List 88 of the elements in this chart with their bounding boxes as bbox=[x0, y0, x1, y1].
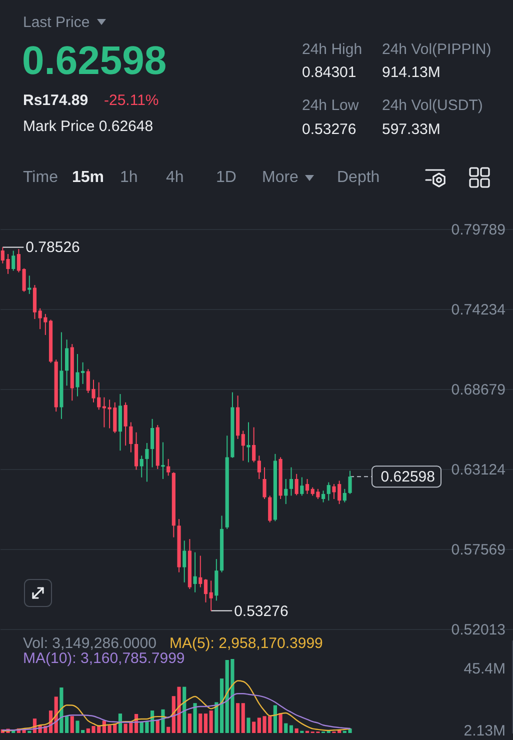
text: -25.11% bbox=[104, 92, 159, 109]
candlestick bbox=[12, 250, 16, 272]
text: 1D bbox=[216, 169, 236, 186]
annotation: 0.53276 bbox=[234, 602, 288, 620]
bar bbox=[278, 713, 282, 733]
text: 15m bbox=[72, 169, 104, 186]
bar bbox=[193, 703, 197, 733]
bar bbox=[289, 725, 294, 733]
text: More bbox=[262, 169, 298, 186]
annotation: Vol: 3,149,286.0000 bbox=[23, 635, 156, 652]
y-tick-label: 0.68679 bbox=[451, 381, 506, 398]
bar bbox=[204, 714, 208, 733]
bar bbox=[182, 686, 186, 733]
bar bbox=[214, 702, 218, 733]
candlestick bbox=[241, 430, 245, 462]
candlestick bbox=[64, 339, 69, 386]
candlestick bbox=[305, 478, 310, 494]
bar bbox=[198, 714, 202, 733]
line-series bbox=[2, 680, 351, 732]
text: 24h Vol(USDT) bbox=[382, 96, 483, 114]
text: Time bbox=[23, 169, 58, 186]
bar bbox=[284, 723, 288, 733]
text: 24h Vol(PIPPIN) bbox=[382, 40, 492, 58]
candlestick bbox=[321, 490, 326, 503]
text: 24h High bbox=[302, 40, 362, 58]
bar bbox=[70, 716, 74, 733]
bar bbox=[236, 703, 240, 733]
bar bbox=[246, 718, 250, 733]
candlestick bbox=[166, 458, 170, 476]
bar bbox=[209, 710, 213, 733]
candlestick bbox=[182, 540, 186, 583]
text: 914.13M bbox=[382, 64, 440, 81]
candlestick bbox=[28, 275, 32, 294]
bar bbox=[220, 678, 224, 733]
text: 597.33M bbox=[382, 120, 440, 138]
candlestick bbox=[140, 455, 144, 478]
y-tick-label: 0.74234 bbox=[451, 301, 506, 318]
bar bbox=[241, 703, 245, 733]
bar bbox=[118, 714, 122, 733]
candlestick bbox=[246, 422, 250, 463]
candlestick bbox=[204, 578, 208, 603]
y-tick-label: 0.79789 bbox=[451, 222, 506, 238]
candlestick bbox=[129, 422, 133, 453]
candlestick bbox=[209, 580, 213, 612]
y-tick-label: 0.63124 bbox=[451, 461, 506, 478]
text: Last Price bbox=[23, 14, 90, 31]
candlestick bbox=[257, 455, 261, 480]
candlestick bbox=[161, 442, 165, 480]
text: 0.53276 bbox=[302, 120, 356, 138]
candlestick bbox=[284, 478, 288, 505]
text: Depth bbox=[337, 169, 380, 186]
bar bbox=[252, 722, 256, 733]
text: MA(10): 3,160,785.7999 bbox=[23, 650, 185, 667]
text: 1h bbox=[120, 169, 138, 186]
candlestick bbox=[326, 482, 330, 502]
candlestick bbox=[134, 432, 138, 470]
candlestick bbox=[300, 476, 304, 496]
text: 4h bbox=[166, 169, 184, 186]
y-tick-label: 45.4M bbox=[464, 660, 506, 678]
bar bbox=[156, 720, 160, 733]
line-series bbox=[2, 693, 351, 731]
bar bbox=[166, 726, 170, 733]
annotation: 0.78526 bbox=[26, 239, 80, 256]
candlestick bbox=[198, 555, 202, 588]
candlestick bbox=[150, 418, 154, 468]
text: Rs174.89 bbox=[23, 92, 88, 109]
ref-line-label: 0.62598 bbox=[380, 468, 435, 486]
candlestick bbox=[262, 466, 266, 500]
candlestick bbox=[289, 466, 294, 496]
text: MA(5): 2,958,170.3999 bbox=[169, 635, 323, 652]
candlestick bbox=[268, 495, 272, 523]
text: 24h Low bbox=[302, 96, 359, 114]
candlestick bbox=[348, 470, 352, 494]
candlestick bbox=[342, 488, 346, 503]
bar bbox=[188, 714, 192, 733]
candlestick bbox=[145, 442, 149, 482]
text: 0.84301 bbox=[302, 64, 356, 81]
bar bbox=[294, 728, 298, 733]
y-tick-label: 2.13M bbox=[464, 722, 506, 740]
candlestick bbox=[252, 426, 256, 463]
y-tick-label: 0.52013 bbox=[451, 622, 506, 638]
text: Mark Price 0.62648 bbox=[23, 118, 154, 135]
candlestick bbox=[294, 473, 298, 496]
bar bbox=[273, 705, 278, 733]
y-tick-label: 0.57569 bbox=[451, 541, 506, 558]
text: 0.62598 bbox=[22, 39, 167, 84]
candlestick bbox=[193, 552, 197, 593]
candlestick bbox=[124, 402, 128, 446]
